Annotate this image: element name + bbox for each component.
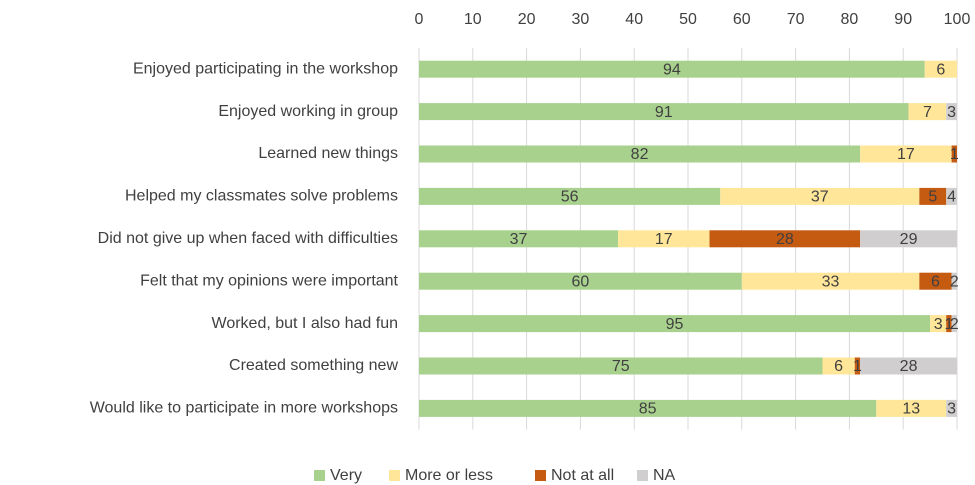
legend-swatch [389, 470, 400, 481]
data-label: 56 [561, 189, 579, 206]
data-label: 17 [897, 146, 915, 163]
legend-label: Very [330, 467, 362, 484]
bar-segment [876, 399, 947, 417]
bar-segment [946, 315, 952, 333]
bar-segment [919, 187, 947, 205]
bar-segment [860, 230, 957, 248]
data-label: 28 [900, 358, 918, 375]
x-tick-label: 60 [733, 11, 751, 28]
x-tick-label: 90 [894, 11, 912, 28]
x-tick-label: 0 [415, 11, 424, 28]
bar-segment [419, 103, 909, 121]
bar-segment [946, 103, 957, 121]
category-label: Worked, but I also had fun [212, 315, 398, 332]
bar-segment [419, 399, 877, 417]
bar-segment [860, 357, 957, 375]
data-label: 1 [950, 146, 959, 163]
bar-segment [951, 145, 957, 163]
bar-segment [741, 272, 920, 290]
data-label: 17 [655, 231, 673, 248]
bar-segment [419, 357, 823, 375]
category-label: Enjoyed working in group [218, 103, 398, 120]
x-tick-label: 20 [518, 11, 536, 28]
data-label: 3 [947, 104, 956, 121]
x-tick-label: 50 [679, 11, 697, 28]
data-label: 3 [947, 401, 956, 418]
data-label: 7 [923, 104, 932, 121]
bar-segment [919, 272, 952, 290]
data-label: 6 [834, 358, 843, 375]
category-label: Felt that my opinions were important [140, 272, 398, 289]
data-label: 82 [631, 146, 649, 163]
data-label: 13 [902, 401, 920, 418]
labels: 0 10 20 30 40 50 60 70 80 90 100 Enjoyed participat… [90, 11, 971, 484]
bar-segment [908, 103, 947, 121]
category-label: Enjoyed participating in the workshop [133, 60, 398, 77]
bars [419, 60, 957, 417]
bar-segment [951, 272, 957, 290]
x-tick-label: 80 [841, 11, 859, 28]
x-tick-label: 30 [572, 11, 590, 28]
legend-swatch [314, 470, 325, 481]
category-label: Helped my classmates solve problems [125, 188, 398, 205]
legend-label: Not at all [551, 467, 614, 484]
data-label: 95 [666, 316, 684, 333]
category-label: Did not give up when faced with difficul… [98, 230, 398, 247]
legend-label: NA [653, 467, 676, 484]
bar-segment [854, 357, 861, 375]
bar-segment [951, 315, 957, 333]
data-label: 3 [934, 316, 943, 333]
bar-segment [946, 187, 957, 205]
data-label: 2 [950, 273, 959, 290]
category-label: Would like to participate in more worksh… [90, 400, 398, 417]
category-label: Created something new [229, 357, 398, 374]
bar-segment [419, 315, 931, 333]
data-label: 2 [950, 316, 959, 333]
x-tick-label: 70 [787, 11, 805, 28]
legend-swatch [535, 470, 546, 481]
data-label: 75 [612, 358, 630, 375]
bar-segment [618, 230, 710, 248]
data-label: 5 [928, 189, 937, 206]
bar-segment [419, 230, 619, 248]
data-label: 6 [931, 273, 940, 290]
bar-segment [924, 60, 957, 78]
legend-label: More or less [405, 467, 493, 484]
data-label: 37 [811, 189, 829, 206]
legend-swatch [637, 470, 648, 481]
x-tick-label: 100 [944, 11, 971, 28]
x-tick-label: 10 [464, 11, 482, 28]
bar-segment [822, 357, 855, 375]
data-label: 1 [853, 358, 862, 375]
data-label: 94 [663, 61, 681, 78]
data-label: 28 [776, 231, 794, 248]
data-label: 91 [655, 104, 673, 121]
bar-segment [419, 145, 861, 163]
bar-segment [419, 187, 721, 205]
bar-segment [419, 60, 925, 78]
bar-segment [860, 145, 952, 163]
bar-segment [930, 315, 947, 333]
data-label: 4 [947, 189, 956, 206]
data-label: 37 [510, 231, 528, 248]
bar-segment [946, 399, 957, 417]
bar-segment [720, 187, 920, 205]
x-tick-label: 40 [625, 11, 643, 28]
data-label: 6 [936, 61, 945, 78]
bar-segment [709, 230, 861, 248]
data-label: 85 [639, 401, 657, 418]
category-label: Learned new things [258, 145, 398, 162]
data-label: 33 [822, 273, 840, 290]
data-label: 60 [572, 273, 590, 290]
data-label: 29 [900, 231, 918, 248]
bar-segment [419, 272, 742, 290]
data-label: 1 [944, 316, 953, 333]
